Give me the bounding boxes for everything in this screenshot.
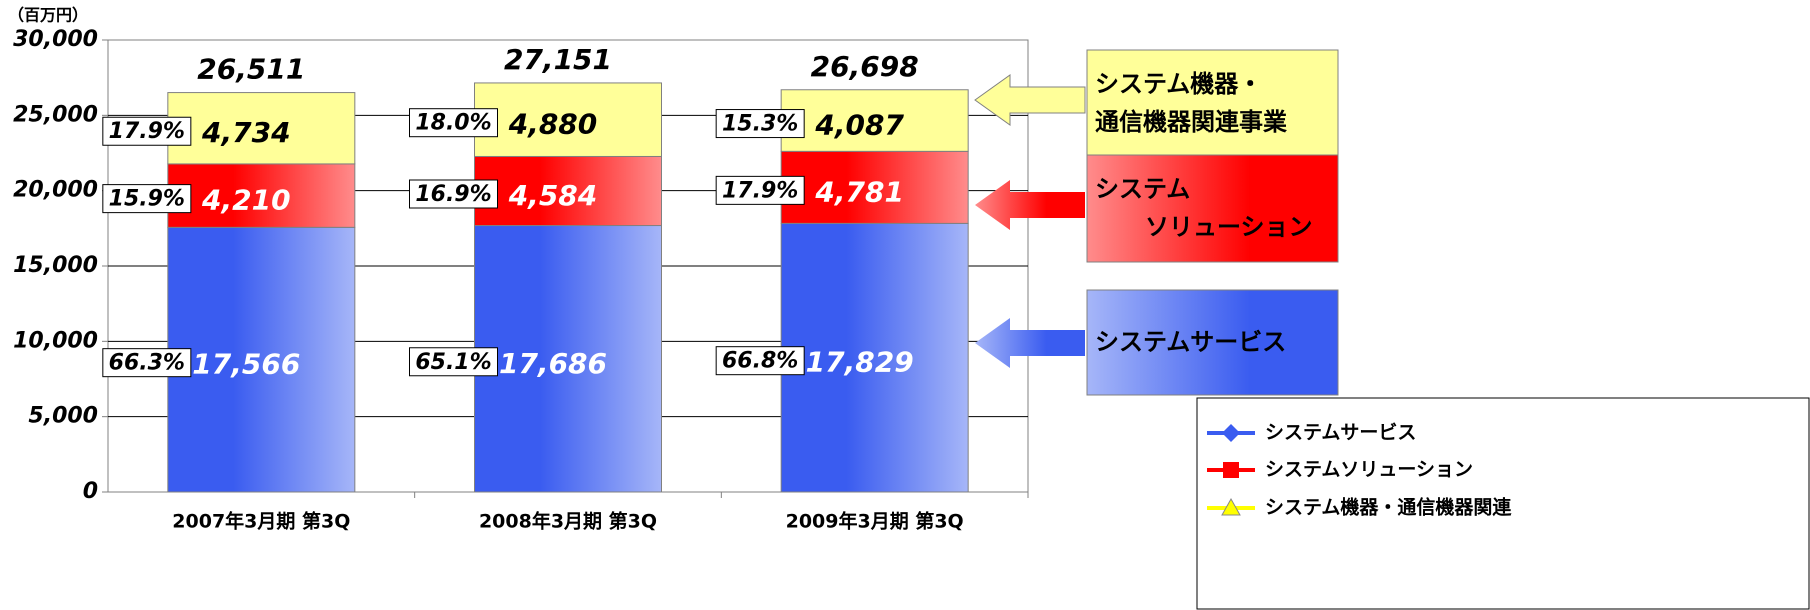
share-box bbox=[102, 348, 192, 378]
legend-marker bbox=[1223, 462, 1239, 478]
share-box bbox=[715, 346, 805, 376]
share-box bbox=[409, 347, 498, 377]
share-label: 15.9% bbox=[109, 187, 185, 212]
callout-arrow bbox=[974, 74, 1086, 126]
callout-text: システム bbox=[1095, 175, 1190, 203]
bar-segment bbox=[167, 92, 356, 165]
share-box bbox=[102, 116, 192, 146]
value-label: 4,087 bbox=[814, 109, 904, 142]
x-tick-label: 2009年3月期 第3Q bbox=[786, 510, 964, 533]
share-box bbox=[102, 184, 192, 214]
share-label: 15.3% bbox=[722, 112, 798, 137]
y-tick-label: 0 bbox=[83, 479, 98, 504]
x-tick-label: 2007年3月期 第3Q bbox=[172, 510, 350, 533]
y-tick-label: 30,000 bbox=[13, 27, 98, 52]
y-tick-label: 25,000 bbox=[13, 102, 98, 127]
bar-segment bbox=[167, 226, 356, 493]
share-box bbox=[409, 179, 498, 209]
bar-segment bbox=[780, 150, 969, 224]
callout-box bbox=[1086, 49, 1339, 156]
value-label: 17,829 bbox=[806, 346, 914, 379]
x-tick-label: 2008年3月期 第3Q bbox=[479, 510, 657, 533]
share-label: 18.0% bbox=[415, 111, 491, 136]
legend-label: システム機器・通信機器関連 bbox=[1265, 496, 1512, 519]
bar-segment bbox=[780, 89, 969, 152]
value-label: 4,781 bbox=[814, 175, 904, 208]
legend-label: システムソリューション bbox=[1265, 459, 1473, 481]
value-label: 4,584 bbox=[508, 179, 598, 212]
bar-segment bbox=[474, 155, 662, 227]
legend-marker bbox=[1221, 497, 1241, 516]
value-label: 4,734 bbox=[201, 116, 291, 149]
value-label: 17,686 bbox=[499, 347, 607, 380]
callout-arrow bbox=[975, 318, 1085, 368]
bar-segment bbox=[167, 163, 356, 228]
share-label: 17.9% bbox=[722, 178, 798, 203]
bar-segment bbox=[780, 222, 969, 493]
callout-box bbox=[1086, 289, 1339, 396]
total-label: 26,698 bbox=[811, 50, 919, 83]
legend-label: システムサービス bbox=[1265, 422, 1416, 444]
y-tick-label: 15,000 bbox=[13, 253, 98, 278]
y-tick-label: 10,000 bbox=[13, 328, 98, 353]
callout-box bbox=[1086, 154, 1339, 263]
value-label: 4,880 bbox=[508, 108, 598, 141]
share-label: 16.9% bbox=[415, 182, 491, 207]
y-unit: （百万円） bbox=[8, 6, 88, 25]
share-box bbox=[715, 109, 805, 139]
value-label: 17,566 bbox=[192, 348, 300, 381]
y-tick-label: 20,000 bbox=[13, 178, 98, 203]
callout-text: 通信機器関連事業 bbox=[1095, 108, 1287, 136]
legend-marker bbox=[1222, 424, 1240, 442]
legend-box bbox=[1196, 397, 1810, 610]
y-tick-label: 5,000 bbox=[28, 404, 98, 429]
callout-arrow bbox=[975, 180, 1085, 230]
bar-segment bbox=[474, 225, 662, 493]
share-box bbox=[715, 175, 805, 205]
value-label: 4,210 bbox=[201, 184, 291, 217]
callout-text: システム機器・ bbox=[1095, 70, 1262, 98]
share-label: 66.3% bbox=[109, 351, 185, 376]
callout-text: システムサービス bbox=[1095, 328, 1286, 356]
total-label: 26,511 bbox=[197, 53, 305, 86]
callout-text: ソリューション bbox=[1145, 213, 1313, 241]
total-label: 27,151 bbox=[504, 43, 612, 76]
share-box bbox=[409, 108, 498, 138]
share-label: 66.8% bbox=[722, 349, 798, 374]
bar-segment bbox=[474, 82, 662, 157]
share-label: 17.9% bbox=[109, 119, 185, 144]
share-label: 65.1% bbox=[415, 350, 491, 375]
